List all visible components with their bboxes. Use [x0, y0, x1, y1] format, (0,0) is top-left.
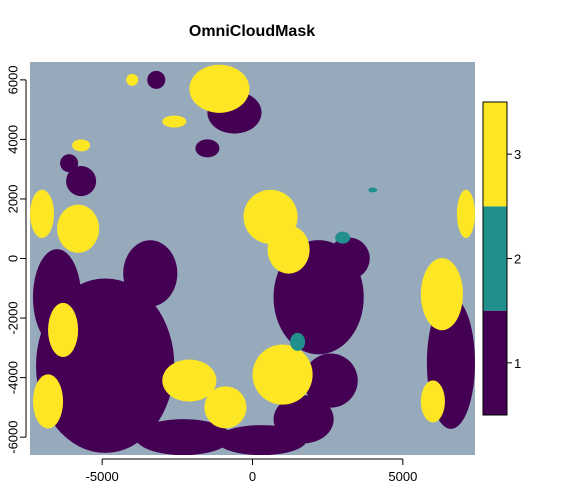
region-class-3	[57, 204, 100, 253]
region-class-3	[204, 386, 247, 429]
region-class-3	[267, 225, 310, 274]
region-class-1	[303, 353, 358, 408]
y-axis: -6000 -4000 -2000 0 2000 4000 6000	[5, 65, 27, 454]
region-class-1	[66, 166, 97, 197]
legend-label: 1	[514, 356, 521, 371]
region-class-3	[420, 258, 463, 331]
y-tick-label: -4000	[5, 361, 20, 394]
x-tick-label: -5000	[86, 469, 119, 484]
region-class-1	[195, 139, 220, 158]
region-class-3	[48, 302, 79, 358]
chart-title: OmniCloudMask	[189, 23, 315, 40]
legend-swatch-3	[483, 102, 507, 207]
legend-swatch-1	[483, 310, 507, 415]
region-class-3	[420, 380, 445, 423]
region-class-1	[60, 154, 79, 173]
region-class-3	[162, 115, 187, 128]
region-class-3	[456, 189, 475, 238]
region-class-1	[147, 70, 166, 89]
region-class-2	[335, 231, 351, 244]
region-class-3	[72, 139, 91, 152]
x-axis: -5000 0 5000	[86, 458, 417, 484]
region-class-3	[162, 359, 217, 402]
legend-label: 2	[514, 252, 521, 267]
region-class-1	[273, 395, 334, 444]
region-class-1	[123, 240, 178, 307]
legend-label: 3	[514, 147, 521, 162]
region-class-3	[30, 189, 55, 238]
y-tick-label: 2000	[5, 184, 20, 213]
region-class-3	[189, 64, 250, 113]
x-tick-label: 5000	[388, 469, 417, 484]
y-tick-label: 0	[5, 255, 20, 262]
legend-frame	[482, 101, 508, 416]
region-class-2	[290, 332, 306, 351]
y-tick-label: -6000	[5, 421, 20, 454]
region-class-3	[252, 344, 313, 405]
legend: 1 2 3	[482, 101, 521, 416]
region-class-2	[368, 187, 378, 193]
x-tick-label: 0	[249, 469, 256, 484]
region-class-1	[135, 419, 232, 455]
region-class-1	[327, 237, 370, 280]
region-class-3	[33, 374, 64, 429]
raster-regions	[30, 64, 475, 455]
y-tick-label: 6000	[5, 65, 20, 94]
legend-swatch-2	[483, 206, 507, 311]
region-class-3	[126, 73, 139, 86]
y-tick-label: -2000	[5, 301, 20, 334]
y-tick-label: 4000	[5, 125, 20, 154]
